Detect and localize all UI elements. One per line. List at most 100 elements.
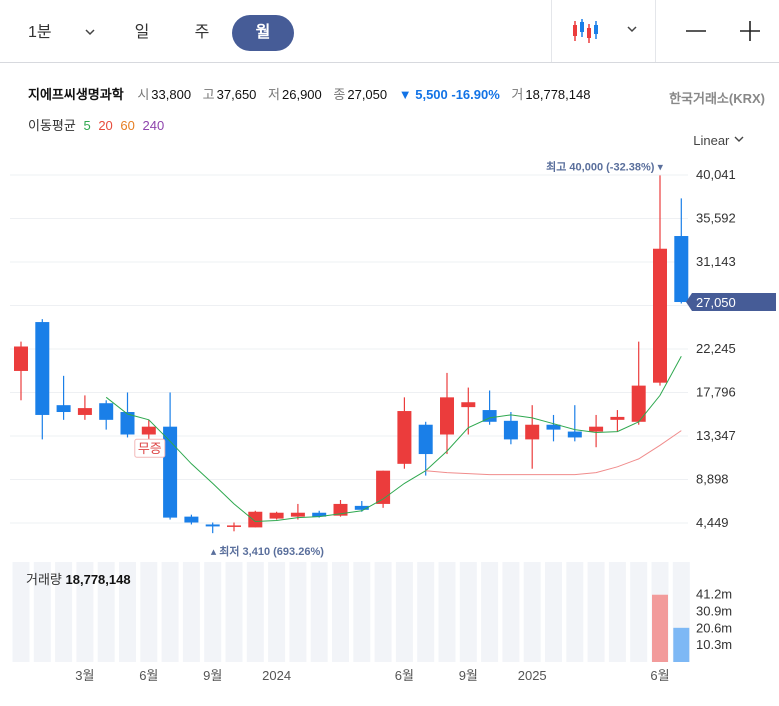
volume-bar: [673, 627, 690, 662]
volume-column-bg: [566, 562, 584, 662]
volume-column-bg: [353, 562, 371, 662]
zoom-out-button[interactable]: [682, 15, 710, 47]
low-label: 저: [268, 87, 280, 102]
candle-body: [440, 397, 454, 435]
interval-dropdown[interactable]: 1분: [28, 15, 108, 51]
divider: [655, 0, 656, 62]
candle: [290, 503, 305, 520]
scale-dropdown[interactable]: Linear: [693, 133, 745, 148]
candle-body: [99, 403, 114, 420]
candle: [397, 397, 412, 469]
candle-body: [631, 385, 646, 422]
low-marker-label: ▴ 최저 3,410 (693.26%): [211, 544, 325, 558]
candle-body: [333, 503, 348, 516]
y-tick-label: 17,796: [696, 385, 736, 400]
candle: [333, 500, 348, 517]
candle: [205, 522, 220, 534]
last-price-label: 27,050: [696, 295, 736, 310]
volume-column-bg: [225, 562, 243, 662]
volume-column-bg: [417, 562, 435, 662]
candle-body: [120, 412, 135, 435]
zoom-in-button[interactable]: [736, 15, 764, 47]
candle: [120, 392, 135, 438]
volume-column-bg: [289, 562, 307, 662]
volume-value: 18,778,148: [525, 87, 591, 102]
candle-body: [77, 408, 92, 415]
volume-column-bg: [438, 562, 456, 662]
candle-body: [354, 505, 369, 510]
volume-column-bg: [268, 562, 286, 662]
y-tick-label: 22,245: [696, 341, 736, 356]
candle-body: [674, 236, 689, 303]
tab-day[interactable]: 일: [134, 24, 150, 41]
ma-5: 5: [83, 118, 91, 133]
candle: [184, 514, 199, 525]
y-tick-label: 40,041: [696, 167, 736, 182]
candle-body: [269, 512, 284, 519]
scale-label: Linear: [693, 133, 730, 148]
chart-type-dropdown[interactable]: [568, 15, 646, 47]
candle: [418, 421, 433, 476]
volume-column-bg: [140, 562, 158, 662]
candle-body: [482, 410, 497, 422]
x-tick-label: 2025: [518, 668, 547, 683]
candle: [503, 412, 518, 445]
volume-bar: [652, 594, 668, 662]
volume-column-bg: [587, 562, 605, 662]
x-tick-label: 9월: [203, 668, 222, 683]
candle: [440, 372, 454, 455]
zoom-out-icon: [686, 30, 706, 32]
candle-body: [418, 424, 433, 455]
last-price-tag: [686, 293, 776, 312]
candle-body: [461, 402, 476, 408]
ma20-line: [425, 430, 682, 476]
y-tick-label: 13,347: [696, 428, 736, 443]
high-label: 고: [202, 87, 215, 102]
close-value: 27,050: [347, 87, 388, 102]
candle: [141, 419, 156, 442]
ma-60: 60: [120, 118, 135, 133]
ma-20: 20: [98, 118, 113, 133]
open-label: 시: [137, 87, 150, 102]
low-value: 26,900: [282, 87, 322, 102]
candle-body: [610, 416, 625, 420]
tab-month[interactable]: 월: [232, 15, 294, 51]
candle: [248, 510, 263, 528]
candle: [567, 405, 582, 442]
candle: [674, 198, 689, 304]
close-label: 종: [333, 87, 346, 102]
candle: [631, 341, 646, 425]
volume-column-bg: [459, 562, 477, 662]
candle: [354, 500, 369, 512]
candle: [376, 470, 391, 508]
volume-column-bg: [332, 562, 349, 662]
chart-toolbar: 1분 일 주 월: [0, 0, 779, 63]
candle: [227, 522, 241, 532]
ma5-line: [105, 356, 682, 523]
candle-body: [546, 424, 561, 430]
volume-tick-label: 20.6m: [696, 620, 732, 635]
zoom-in-icon: [740, 21, 760, 41]
candle: [312, 510, 327, 518]
candle-body: [141, 426, 156, 435]
volume-column-bg: [246, 562, 264, 662]
candlestick-chart-icon: [573, 19, 637, 43]
candle: [653, 175, 667, 386]
candle: [99, 400, 114, 430]
candle: [589, 414, 604, 448]
volume-column-bg: [523, 562, 541, 662]
x-tick-label: 2024: [262, 668, 291, 683]
candle-body: [227, 525, 241, 527]
stock-name: 지에프씨생명과학: [28, 87, 124, 102]
tab-week[interactable]: 주: [194, 24, 210, 41]
x-tick-label: 3월: [75, 668, 94, 683]
y-tick-label: 8,898: [696, 472, 729, 487]
moving-average-legend[interactable]: 이동평균 5 20 60 240: [28, 115, 168, 134]
candle: [56, 375, 71, 420]
candle-body: [248, 511, 263, 528]
ma-label: 이동평균: [28, 118, 76, 133]
candle-body: [525, 424, 540, 440]
volume-column-bg: [545, 562, 562, 662]
candle-body: [205, 524, 220, 527]
